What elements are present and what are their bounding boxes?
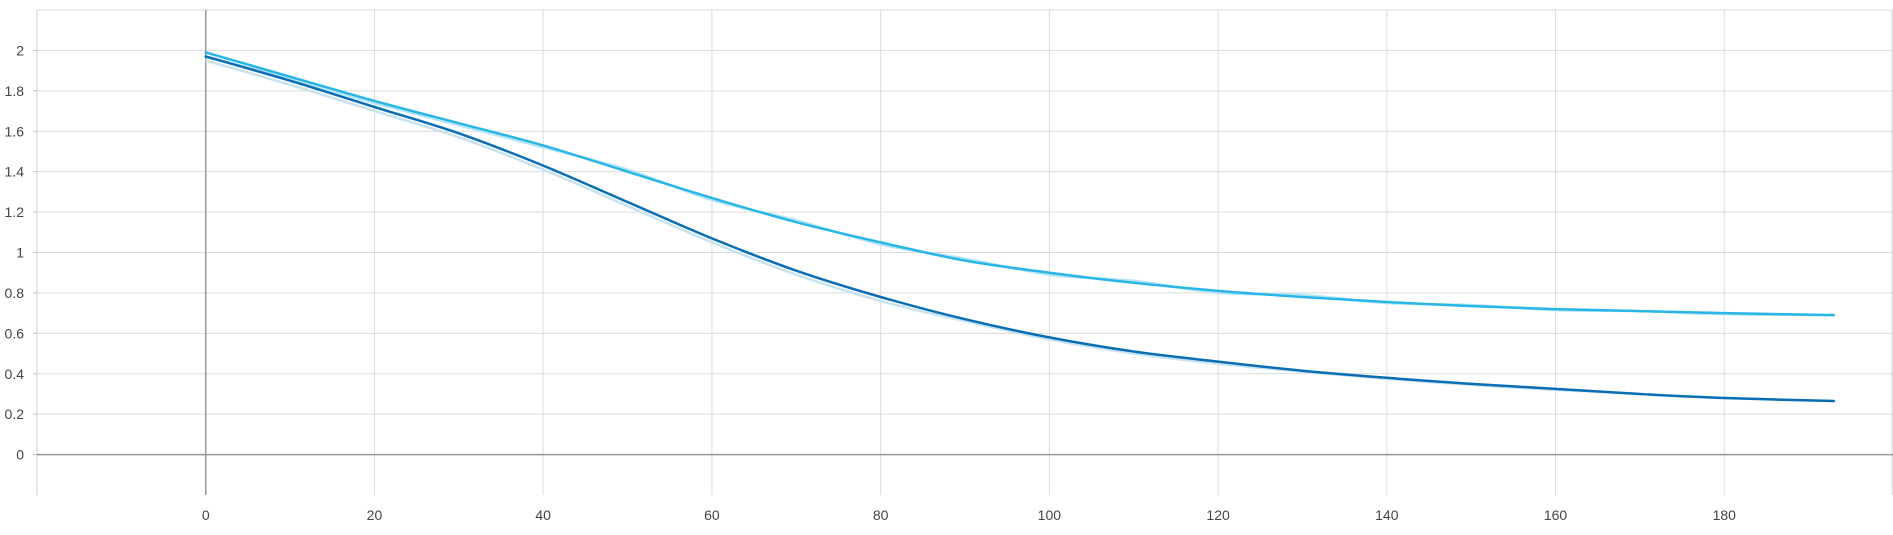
x-tick-label: 140	[1375, 507, 1399, 523]
y-tick-label: 1.2	[5, 204, 25, 220]
x-tick-label: 40	[535, 507, 551, 523]
y-tick-label: 0.6	[5, 325, 25, 341]
x-tick-label: 180	[1713, 507, 1737, 523]
y-tick-label: 1.8	[5, 83, 25, 99]
y-tick-label: 0.8	[5, 285, 25, 301]
y-tick-label: 2	[16, 42, 24, 58]
series-layer	[204, 51, 1836, 403]
x-tick-label: 0	[202, 507, 210, 523]
y-tick-label: 1	[16, 245, 24, 261]
raw-series-layer	[205, 55, 1834, 403]
x-tick-label: 80	[873, 507, 889, 523]
x-tick-label: 100	[1038, 507, 1062, 523]
series-2-line	[204, 55, 1836, 403]
x-tick-label: 120	[1206, 507, 1230, 523]
y-tick-label: 1.6	[5, 123, 25, 139]
x-tick-label: 20	[367, 507, 383, 523]
series-2-raw-line	[205, 59, 1834, 403]
y-tick-label: 0.4	[5, 366, 25, 382]
series-1-raw-line	[205, 55, 1834, 317]
tick-label-layer: 2 1.8 1.6 1.4 1.2 1 0.8 0.6 0.4 0.2 0 0 20 40 60 80 100 1…	[5, 42, 1737, 523]
x-tick-label: 60	[704, 507, 720, 523]
axis-layer	[33, 10, 1893, 495]
series-1-line	[204, 51, 1836, 317]
x-tick-label: 160	[1544, 507, 1568, 523]
y-tick-label: 0	[16, 447, 24, 463]
y-tick-label: 1.4	[5, 164, 25, 180]
y-tick-label: 0.2	[5, 406, 25, 422]
